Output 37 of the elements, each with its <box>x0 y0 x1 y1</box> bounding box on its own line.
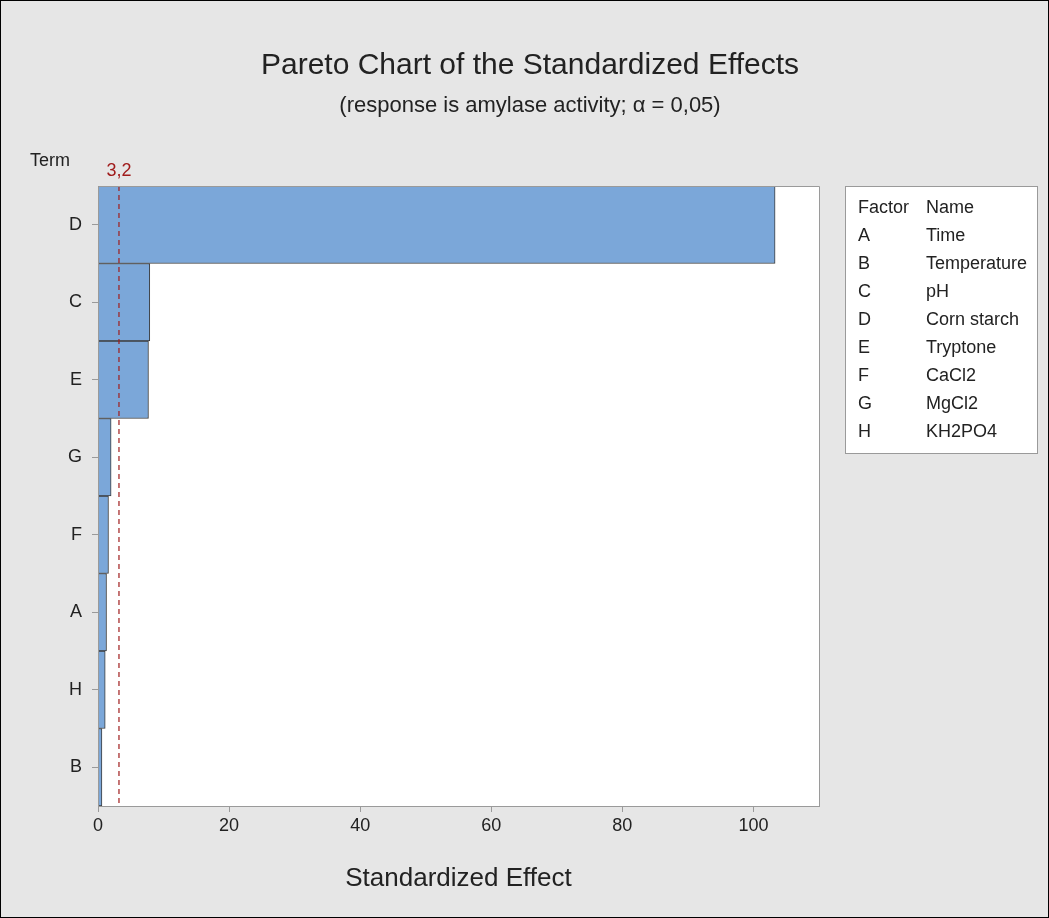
text: Temperature <box>926 252 1029 275</box>
text: G <box>858 392 873 415</box>
y-tick-label: F <box>71 523 82 544</box>
x-tick-label: 20 <box>219 814 240 835</box>
text: A <box>858 224 871 247</box>
y-tick-label: G <box>67 446 82 467</box>
y-tick-label: E <box>69 368 82 389</box>
chart-subtitle: (response is amylase activity; α = 0,05) <box>339 92 721 117</box>
text: C <box>858 280 872 303</box>
text: D <box>858 308 872 331</box>
text: CaCl2 <box>926 364 978 387</box>
text: Name <box>926 196 975 219</box>
y-tick-label: D <box>69 213 82 234</box>
ref-line-label: 3,2 <box>106 159 132 180</box>
y-tick-label: H <box>69 678 82 699</box>
y-tick-label: C <box>69 291 82 312</box>
text: Factor <box>858 196 910 219</box>
chart-title: Pareto Chart of the Standardized Effects <box>260 47 800 80</box>
x-tick-label: 0 <box>92 814 104 835</box>
text: B <box>858 252 871 275</box>
y-tick-label: A <box>69 601 82 622</box>
x-tick-label: 40 <box>350 814 371 835</box>
text: H <box>858 420 872 443</box>
text: Time <box>926 224 967 247</box>
text: pH <box>926 280 950 303</box>
text: F <box>858 364 870 387</box>
text: E <box>858 336 871 359</box>
text: MgCl2 <box>926 392 979 415</box>
y-axis-title: Term <box>30 150 70 170</box>
x-tick-label: 100 <box>738 814 769 835</box>
text: Tryptone <box>926 336 998 359</box>
y-tick-label: B <box>69 756 82 777</box>
x-tick-label: 60 <box>481 814 502 835</box>
text: KH2PO4 <box>926 420 999 443</box>
x-tick-label: 80 <box>612 814 633 835</box>
text: Corn starch <box>926 308 1021 331</box>
x-axis-title: Standardized Effect <box>345 861 573 892</box>
